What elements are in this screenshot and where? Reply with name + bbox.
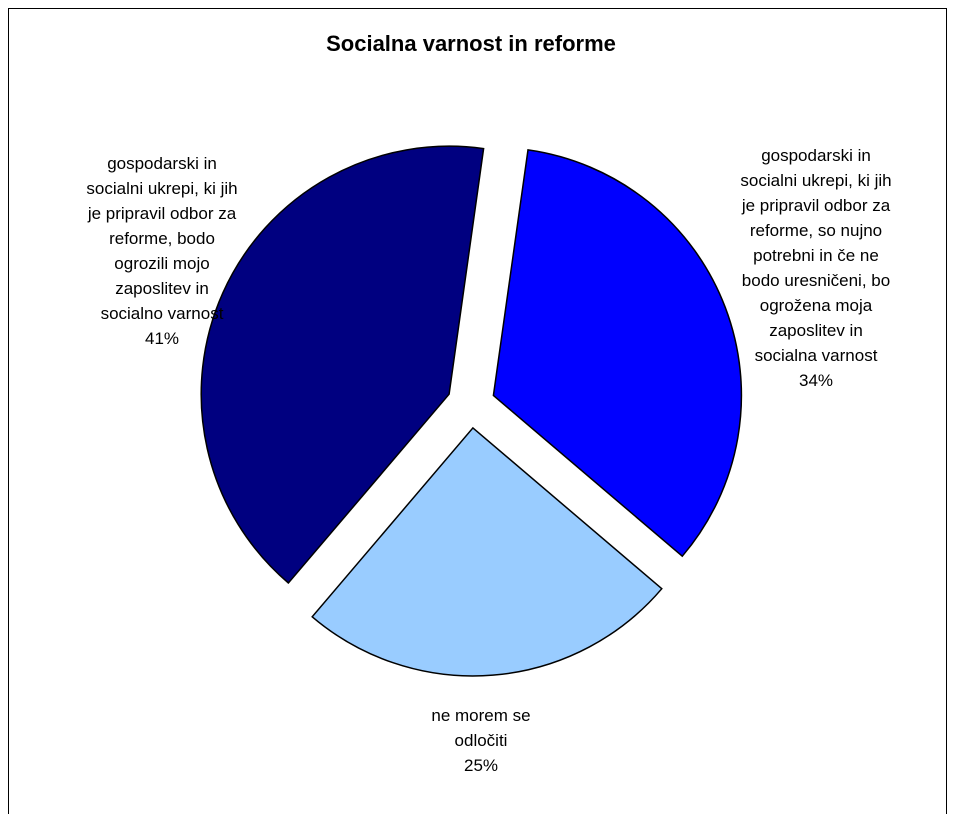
slice-label-line: je pripravil odbor za: [87, 204, 237, 223]
slice-label-line: reforme, bodo: [109, 229, 215, 248]
slice-label-reforms-necessary: gospodarski in socialni ukrepi, ki jih je …: [705, 143, 927, 393]
slice-label-line: gospodarski in: [107, 154, 217, 173]
slice-label-line: zaposlitev in: [115, 279, 209, 298]
slice-percent: 34%: [798, 371, 834, 390]
pie-slice-reforms-necessary: [492, 149, 743, 558]
slice-percent: 25%: [463, 756, 499, 775]
chart-title: Socialna varnost in reforme: [326, 31, 616, 56]
pie-slice-reforms-threaten: [200, 145, 485, 585]
slice-label-line: socialno varnost: [100, 304, 224, 323]
pie-slice-undecided: [311, 426, 663, 677]
slice-label-line: potrebni in če ne: [753, 246, 879, 265]
slice-label-line: odločiti: [454, 731, 508, 750]
slice-label-line: gospodarski in: [761, 146, 871, 165]
slice-label-line: socialni ukrepi, ki jih: [740, 171, 892, 190]
slice-label-undecided: ne morem se odločiti 25%: [391, 703, 571, 778]
slice-label-line: ogrožena moja: [759, 296, 873, 315]
slice-label-line: zaposlitev in: [769, 321, 863, 340]
slice-label-text: gospodarski in socialni ukrepi, ki jih je …: [705, 143, 927, 368]
slice-label-line: je pripravil odbor za: [741, 196, 891, 215]
slice-label-text: ne morem se odločiti: [391, 703, 571, 753]
slice-label-reforms-threaten: gospodarski in socialni ukrepi, ki jih je …: [47, 151, 277, 351]
slice-label-text: gospodarski in socialni ukrepi, ki jih je …: [47, 151, 277, 326]
slice-label-line: ne morem se: [431, 706, 531, 725]
slice-label-line: socialna varnost: [754, 346, 878, 365]
slice-label-line: socialni ukrepi, ki jih: [86, 179, 238, 198]
slice-label-line: reforme, so nujno: [749, 221, 883, 240]
slice-label-line: ogrozili mojo: [114, 254, 210, 273]
chart-frame: Socialna varnost in reforme gospodarski …: [8, 8, 947, 814]
slice-label-line: bodo uresničeni, bo: [741, 271, 891, 290]
pie-chart: [200, 145, 743, 677]
slice-percent: 41%: [144, 329, 180, 348]
